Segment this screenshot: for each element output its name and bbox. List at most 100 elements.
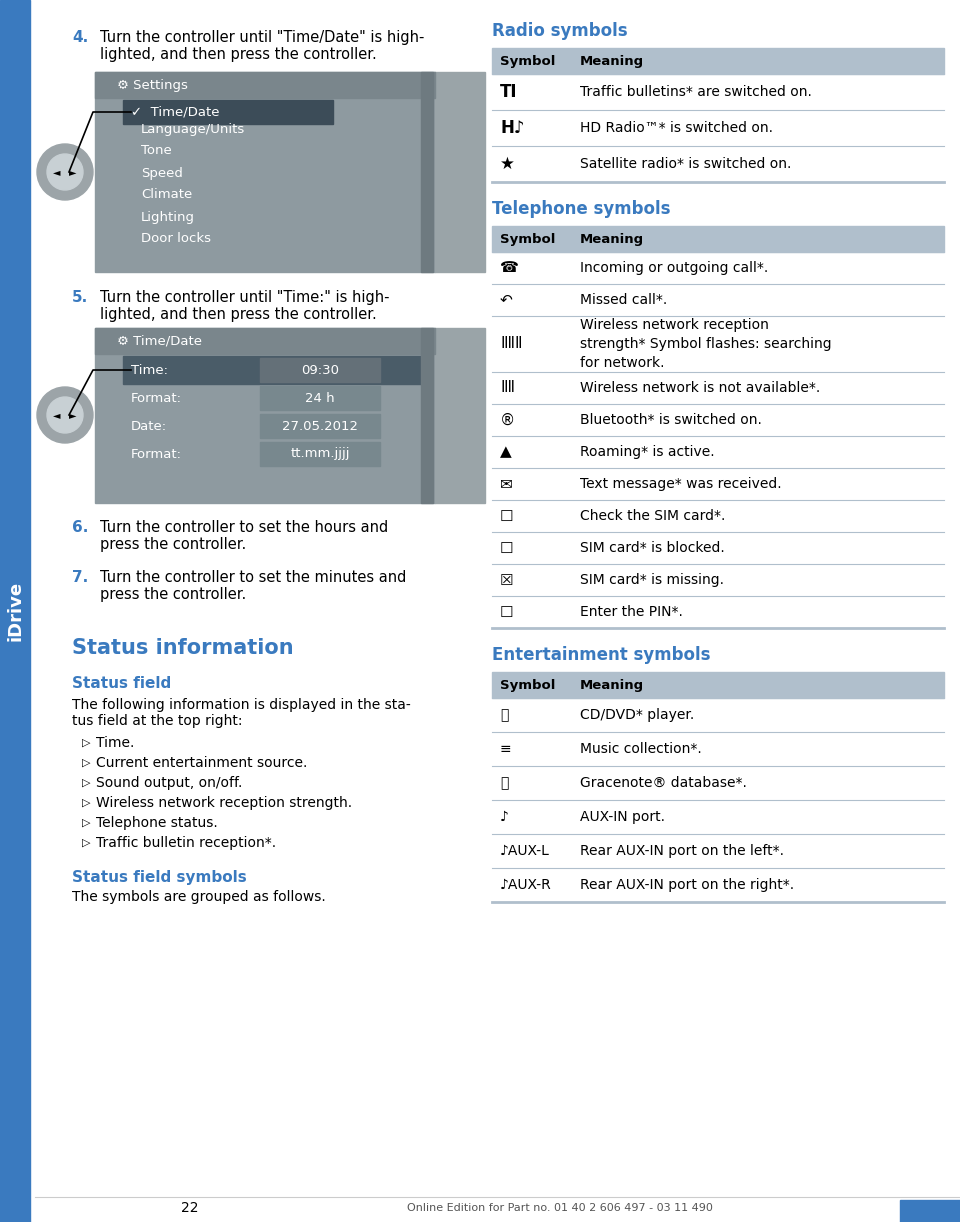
Text: Rear AUX-IN port on the right*.: Rear AUX-IN port on the right*. [580,877,794,892]
Text: Bluetooth* is switched on.: Bluetooth* is switched on. [580,413,762,426]
Text: 22: 22 [181,1201,199,1215]
Text: ♪: ♪ [500,810,509,824]
Text: H♪: H♪ [500,119,524,137]
Text: ✉: ✉ [500,477,513,491]
Text: Date:: Date: [131,419,167,433]
Text: ♪AUX-R: ♪AUX-R [500,877,552,892]
Circle shape [37,387,93,444]
Text: ☎: ☎ [500,260,519,275]
Text: 7.: 7. [72,569,88,585]
Text: Roaming* is active.: Roaming* is active. [580,445,714,459]
Text: Check the SIM card*.: Check the SIM card*. [580,510,726,523]
Text: Status information: Status information [72,638,294,657]
Text: 5.: 5. [72,290,88,306]
Text: HD Radio™* is switched on.: HD Radio™* is switched on. [580,121,773,134]
Text: ▲: ▲ [500,445,512,459]
Bar [95,327,435,503]
Text: Speed: Speed [141,166,182,180]
Text: Tone: Tone [141,144,172,158]
Text: Rear AUX-IN port on the left*.: Rear AUX-IN port on the left*. [580,844,784,858]
Bar [421,72,433,273]
Text: Format:: Format: [131,447,182,461]
Text: ☐: ☐ [500,540,514,556]
Text: ♪AUX-L: ♪AUX-L [500,844,550,858]
Text: Turn the controller until "Time:" is high-: Turn the controller until "Time:" is hig… [100,290,390,306]
Text: 27.05.2012: 27.05.2012 [282,419,358,433]
Bar [260,358,380,382]
Text: Symbol: Symbol [500,232,556,246]
Text: Symbol: Symbol [500,678,556,692]
Text: 6.: 6. [72,521,88,535]
Text: Format:: Format: [131,391,182,404]
Text: Traffic bulletin reception*.: Traffic bulletin reception*. [96,836,276,851]
Text: Door locks: Door locks [141,232,211,246]
Bar [0,0,30,1222]
Text: ⅡⅡ: ⅡⅡ [500,380,515,396]
Text: Lighting: Lighting [141,210,195,224]
Text: Telephone status.: Telephone status. [96,816,218,830]
Text: ►: ► [69,411,77,420]
Text: CD/DVD* player.: CD/DVD* player. [580,708,694,722]
Text: Climate: Climate [141,188,192,202]
Text: Text message* was received.: Text message* was received. [580,477,781,491]
Text: ◄: ◄ [53,167,60,177]
Text: SIM card* is blocked.: SIM card* is blocked. [580,541,725,555]
Text: Wireless network reception strength.: Wireless network reception strength. [96,796,352,810]
Text: Meaning: Meaning [580,678,644,692]
Text: press the controller.: press the controller. [100,536,247,552]
Text: Telephone symbols: Telephone symbols [492,200,670,218]
Text: ☒: ☒ [500,572,514,588]
Bar [123,100,333,123]
Bar [492,48,944,75]
Text: Time.: Time. [96,736,134,750]
Text: Satellite radio* is switched on.: Satellite radio* is switched on. [580,156,791,171]
Text: Wireless network is not available*.: Wireless network is not available*. [580,381,820,395]
Bar [95,72,435,273]
Text: Sound output, on/off.: Sound output, on/off. [96,776,242,789]
Text: Status field: Status field [72,676,171,690]
Text: ▷: ▷ [82,838,90,848]
Text: Enter the PIN*.: Enter the PIN*. [580,605,683,620]
Text: 4.: 4. [72,31,88,45]
Text: ◄: ◄ [53,411,60,420]
Bar [260,414,380,437]
Text: Meaning: Meaning [580,232,644,246]
Text: press the controller.: press the controller. [100,587,247,602]
Text: TI: TI [500,83,517,101]
Text: Gracenote® database*.: Gracenote® database*. [580,776,747,789]
Bar [260,386,380,411]
Text: ▷: ▷ [82,818,90,829]
Text: 24 h: 24 h [305,391,335,404]
Text: lighted, and then press the controller.: lighted, and then press the controller. [100,307,376,323]
Text: Wireless network reception
strength* Symbol flashes: searching
for network.: Wireless network reception strength* Sym… [580,318,831,370]
Bar [95,327,435,354]
Bar [492,226,944,252]
Text: AUX-IN port.: AUX-IN port. [580,810,665,824]
Text: ≡: ≡ [500,742,512,756]
Text: SIM card* is missing.: SIM card* is missing. [580,573,724,587]
Circle shape [47,397,83,433]
Text: ⚙ Settings: ⚙ Settings [117,78,188,92]
Text: ▷: ▷ [82,798,90,808]
Text: The symbols are grouped as follows.: The symbols are grouped as follows. [72,890,325,904]
Text: Symbol: Symbol [500,55,556,67]
Text: Incoming or outgoing call*.: Incoming or outgoing call*. [580,262,768,275]
Text: ⚙ Time/Date: ⚙ Time/Date [117,335,202,347]
Text: ⓖ: ⓖ [500,776,509,789]
Bar [95,72,435,98]
Circle shape [47,154,83,189]
Text: The following information is displayed in the sta-: The following information is displayed i… [72,698,411,712]
Text: ★: ★ [500,155,515,174]
Bar [260,442,380,466]
Text: ▷: ▷ [82,778,90,788]
Bar [492,672,944,698]
Text: Turn the controller to set the hours and: Turn the controller to set the hours and [100,521,388,535]
Text: Time:: Time: [131,363,168,376]
Text: Entertainment symbols: Entertainment symbols [492,646,710,664]
Text: Turn the controller to set the minutes and: Turn the controller to set the minutes a… [100,569,406,585]
Text: ☐: ☐ [500,605,514,620]
Text: iDrive: iDrive [6,580,24,642]
Bar [435,327,485,503]
Text: ▷: ▷ [82,738,90,748]
Text: lighted, and then press the controller.: lighted, and then press the controller. [100,46,376,62]
